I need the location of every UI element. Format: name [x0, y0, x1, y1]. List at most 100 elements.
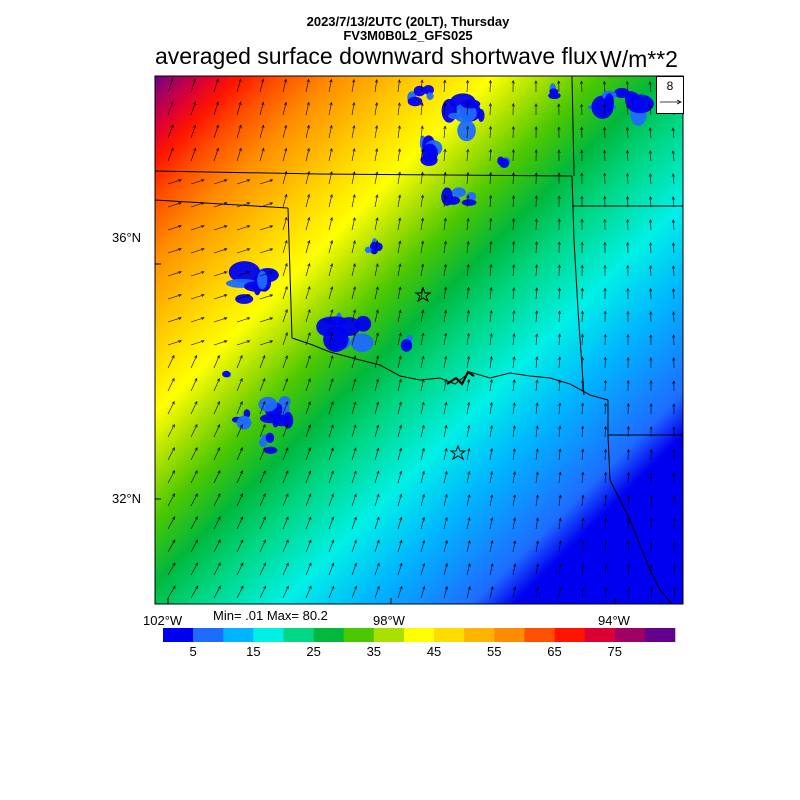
wind-vector-head [581, 448, 585, 453]
wind-vector-head [376, 585, 380, 590]
wind-vector-head [307, 401, 311, 405]
wind-vector-head [223, 248, 228, 252]
wind-vector [466, 517, 470, 530]
colorbar-label: 25 [306, 644, 321, 659]
wind-vector [466, 195, 469, 208]
cloud-cell [236, 415, 252, 430]
wind-vector-head [353, 401, 357, 406]
wind-vector [305, 355, 311, 369]
wind-vector [420, 241, 424, 254]
wind-vector [374, 79, 378, 93]
colorbar-label: 45 [426, 644, 442, 659]
wind-vector-head [557, 310, 562, 314]
wind-vector [397, 333, 401, 346]
wind-vector-head [604, 563, 608, 568]
wind-vector [672, 196, 675, 208]
wind-vector-head [172, 585, 176, 590]
wind-vector-head [489, 194, 493, 199]
wind-vector-head [216, 377, 220, 382]
wind-vector [236, 125, 242, 139]
wind-vector [649, 150, 652, 162]
wind-vector [672, 150, 675, 162]
wind-vector-head [193, 124, 197, 129]
wind-vector [282, 125, 287, 139]
wind-vector [305, 194, 310, 208]
wind-vector-head [262, 355, 266, 359]
wind-vector [305, 263, 310, 277]
wind-vector [167, 493, 175, 507]
wind-vector [167, 562, 176, 576]
wind-vector-head [626, 241, 630, 246]
wind-vector-head [285, 401, 289, 405]
wind-vector-head [649, 472, 653, 476]
wind-vector [213, 125, 219, 139]
wind-vector [673, 587, 675, 599]
colorbar-swatch [163, 628, 194, 642]
lon-label-102w: 102°W [143, 613, 183, 628]
wind-vector-head [650, 587, 654, 591]
wind-vector-head [580, 333, 584, 338]
wind-vector [236, 447, 243, 461]
wind-vector [512, 218, 515, 231]
wind-vector-head [172, 493, 176, 497]
wind-vector-head [512, 448, 516, 452]
wind-vector-head [284, 285, 288, 290]
wind-vector [213, 470, 221, 484]
wind-vector-head [178, 225, 182, 228]
wind-vector [351, 263, 356, 277]
wind-vector-head [671, 127, 675, 131]
wind-vector-head [580, 195, 584, 200]
wind-vector-head [649, 311, 653, 315]
cloud-cell [604, 93, 615, 113]
wind-vector [627, 495, 629, 507]
wind-vector [420, 425, 425, 438]
wind-vector-head [557, 241, 561, 245]
wind-vector-head [216, 354, 220, 359]
wind-vector [374, 102, 378, 116]
wind-vector-head [331, 585, 335, 590]
wind-vector [351, 309, 356, 323]
wind-vector-head [443, 194, 447, 199]
wind-vector-head [330, 378, 334, 382]
wind-vector-head [285, 585, 289, 590]
wind-vector-head [490, 540, 494, 544]
wind-vector-head [443, 148, 447, 153]
colorbar-swatch [554, 628, 585, 642]
wind-vector-head [263, 585, 267, 590]
wind-vector [489, 425, 493, 438]
wind-vector [604, 472, 607, 484]
wind-vector-head [466, 194, 470, 199]
wind-vector [420, 103, 423, 116]
wind-vector [351, 494, 357, 507]
wind-vector-head [329, 124, 333, 129]
wind-vector-head [489, 240, 493, 245]
wind-vector [351, 378, 356, 392]
wind-vector-head [557, 218, 561, 222]
wind-vector [259, 340, 273, 346]
wind-vector [420, 172, 423, 185]
wind-vector [650, 541, 652, 553]
wind-vector [535, 241, 537, 254]
wind-vector [420, 402, 424, 415]
wind-vector-head [239, 377, 243, 382]
wind-vector-head [171, 400, 175, 405]
wind-vector-head [535, 333, 539, 337]
wind-vector [672, 127, 675, 139]
colorbar-label: 55 [487, 644, 502, 659]
wind-vector [351, 332, 356, 346]
wind-vector-head [490, 517, 494, 521]
wind-vector [374, 586, 380, 599]
wind-vector-head [420, 79, 424, 84]
wind-vector-head [397, 171, 402, 175]
cloud-cell [499, 158, 510, 169]
wind-vector [466, 379, 470, 392]
wind-vector-head [420, 125, 424, 130]
wind-vector-head [421, 493, 425, 498]
wind-vector-head [261, 124, 265, 129]
wind-vector-head [240, 585, 244, 590]
wind-vector-head [215, 124, 219, 129]
wind-vector [489, 540, 493, 553]
wind-vector [213, 355, 220, 369]
wind-vector-head [649, 334, 653, 338]
vector-reference-box: 8 [656, 76, 684, 114]
